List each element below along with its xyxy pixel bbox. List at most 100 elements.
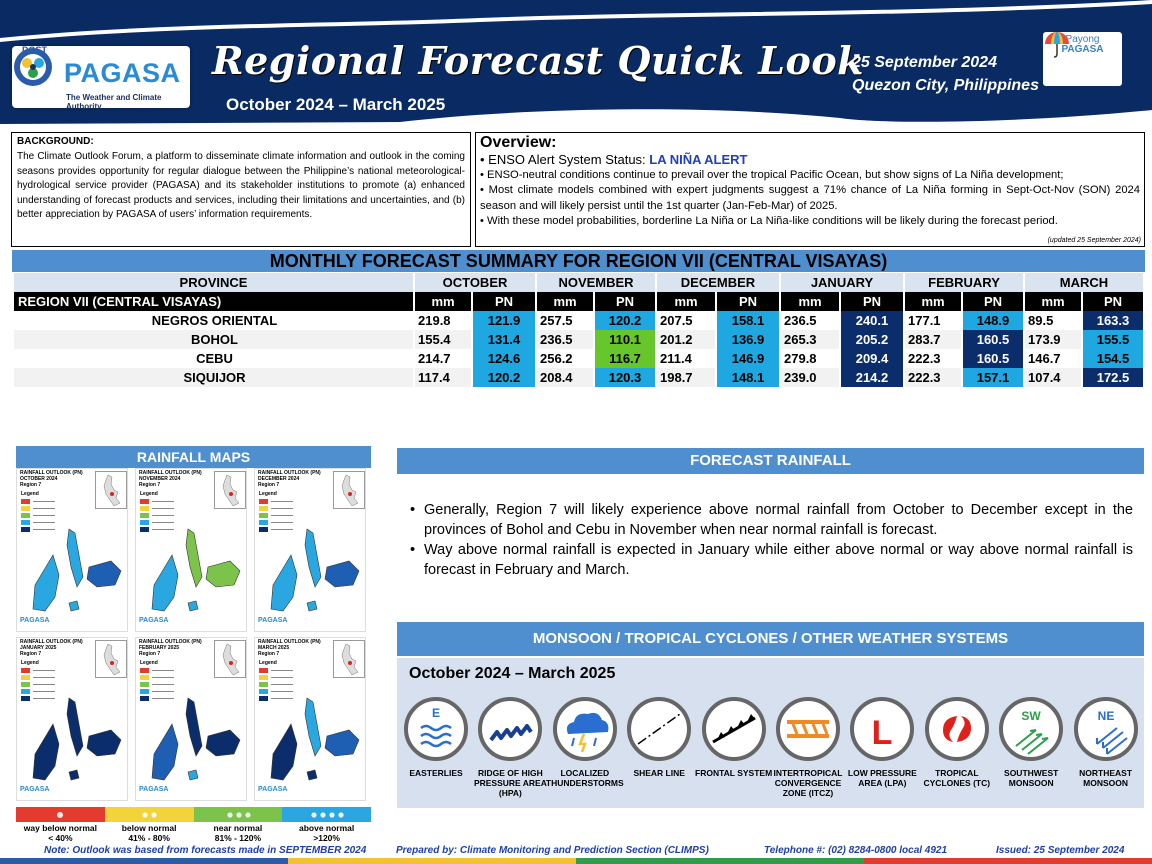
- map-legend-text-line: [271, 529, 293, 530]
- map-legend-text-line: [271, 508, 293, 509]
- rainfall-category-legend: [16, 807, 371, 822]
- weather-system-label: SHEAR LINE: [633, 768, 685, 778]
- payong-label: Payong: [1065, 34, 1100, 45]
- forecast-period: October 2024 – March 2025: [226, 95, 446, 114]
- weather-system-label: TROPICAL CYCLONES (TC): [923, 768, 991, 788]
- rainfall-category-range: < 40%: [48, 833, 73, 843]
- percent-normal-value: 154.5: [1083, 349, 1143, 368]
- map-legend-swatch: [259, 668, 268, 673]
- rainfall-map-title-line: Region 7: [20, 651, 42, 657]
- map-legend-text-line: [33, 515, 55, 516]
- frontal-system-icon: [701, 697, 766, 761]
- map-legend-swatch: [21, 527, 30, 532]
- rainfall-mm-value: 207.5: [660, 313, 693, 328]
- footer-telephone: Telephone #: (02) 8284-0800 local 4921: [764, 845, 948, 856]
- weather-system-label: INTERTROPICAL CONVERGENCE ZONE (ITCZ): [773, 768, 843, 798]
- easterlies-icon: E: [404, 697, 468, 761]
- rainfall-map-title-line: NOVEMBER 2024: [139, 476, 181, 482]
- rainfall-category-name: way below normal: [23, 823, 97, 833]
- map-legend-text-line: [271, 684, 293, 685]
- rainfall-map-panel: RAINFALL OUTLOOK (PN) OCTOBER 2024 Region …: [16, 468, 128, 632]
- forecast-bullet-text: Generally, Region 7 will likely experien…: [424, 502, 1133, 538]
- map-legend-swatch: [259, 499, 268, 504]
- map-legend-swatch: [259, 682, 268, 687]
- month-header: OCTOBER: [415, 273, 535, 292]
- footer-issued: Issued: 25 September 2024: [996, 845, 1125, 856]
- footer-prepared-by: Prepared by: Climate Monitoring and Pred…: [396, 845, 709, 856]
- map-legend-swatch: [21, 513, 30, 518]
- month-header: FEBRUARY: [905, 273, 1023, 292]
- map-legend-swatch: [21, 675, 30, 680]
- rainfall-map-title: RAINFALL OUTLOOK (PN) DECEMBER 2024 Region…: [258, 470, 328, 488]
- enso-status-label: • ENSO Alert System Status:: [480, 152, 650, 167]
- rainfall-mm-value: 173.9: [1025, 330, 1081, 349]
- weather-systems-title: MONSOON / TROPICAL CYCLONES / OTHER WEAT…: [397, 622, 1144, 656]
- province-header: PROVINCE: [14, 273, 413, 292]
- philippines-locator-map: [333, 471, 365, 509]
- map-pagasa-logo: PAGASA: [258, 617, 288, 624]
- region-7-map: [270, 697, 360, 781]
- rainfall-mm-value: 89.5: [1028, 313, 1054, 328]
- map-legend-label: Legend: [259, 660, 277, 666]
- background-title: BACKGROUND:: [17, 136, 94, 147]
- rainfall-category-swatch: [104, 807, 194, 822]
- unit-header-row: REGION VII (CENTRAL VISAYAS) mm PN mm PN mm P…: [14, 292, 1143, 311]
- percent-normal-value: 110.1: [595, 330, 655, 349]
- forecast-bullet: • Way above normal rainfall is expected i…: [410, 542, 1133, 578]
- percent-normal-value: 240.1: [841, 311, 903, 330]
- lpa-letter: L: [872, 714, 893, 752]
- tropical-cyclone-icon: [924, 697, 989, 761]
- map-legend-text-line: [152, 691, 174, 692]
- weather-system-label: RIDGE OF HIGH PRESSURE AREA (HPA): [473, 768, 547, 798]
- map-legend-swatch: [140, 506, 149, 511]
- rainfall-map-title-line: RAINFALL OUTLOOK (PN): [258, 470, 321, 476]
- map-legend-swatch: [140, 527, 149, 532]
- map-legend-swatch: [21, 668, 30, 673]
- weather-system-label: LOCALIZED THUNDERSTORMS: [545, 768, 624, 788]
- rainfall-mm-value: 208.4: [537, 368, 593, 387]
- background-text: The Climate Outlook Forum, a platform to…: [17, 151, 465, 220]
- rainfall-map-title-line: RAINFALL OUTLOOK (PN): [139, 639, 202, 645]
- rainfall-map-title-line: RAINFALL OUTLOOK (PN): [139, 470, 202, 476]
- rainfall-mm-value: 201.2: [657, 330, 715, 349]
- rainfall-mm-value: 198.7: [657, 368, 715, 387]
- footer: Note: Outlook was based from forecasts m…: [0, 842, 1152, 864]
- province-row: CEBU 214.7 124.6 256.2 116.7 211.4 146.9 279.8 2…: [14, 349, 1143, 368]
- rainfall-mm-value: 146.7: [1028, 351, 1061, 366]
- percent-normal-value: 205.2: [841, 330, 903, 349]
- map-legend-label: Legend: [21, 660, 39, 666]
- issue-date: 25 September 2024: [852, 54, 997, 71]
- forecast-rainfall-text: • Generally, Region 7 will likely experie…: [408, 500, 1133, 580]
- rainfall-maps-title: RAINFALL MAPS: [16, 446, 371, 468]
- rainfall-mm-value: 211.4: [660, 351, 692, 366]
- rainfall-mm-value: 283.7: [905, 330, 961, 349]
- rainfall-category-name: near normal: [213, 823, 263, 833]
- map-legend-text-line: [152, 522, 174, 523]
- rainfall-map-title-line: Region 7: [139, 482, 161, 488]
- rainfall-maps-grid: RAINFALL OUTLOOK (PN) OCTOBER 2024 Region …: [16, 468, 371, 804]
- shear-line-icon: [627, 697, 692, 761]
- weather-system-item: RIDGE OF HIGH PRESSURE AREA (HPA): [473, 696, 547, 804]
- map-legend-swatch: [259, 513, 268, 518]
- map-legend-swatch: [259, 689, 268, 694]
- map-legend-text-line: [152, 515, 174, 516]
- southwest-monsoon-icon: SW: [999, 697, 1064, 761]
- overview-title: Overview:: [480, 134, 557, 151]
- rainfall-mm-value: 117.4: [415, 368, 471, 387]
- rainfall-mm-value: 256.2: [540, 351, 573, 366]
- forecast-bullet-text: Way above normal rainfall is expected in…: [424, 542, 1133, 578]
- map-legend-text-line: [33, 684, 55, 685]
- weather-system-item: TROPICAL CYCLONES (TC): [920, 696, 994, 804]
- rainfall-map-panel: RAINFALL OUTLOOK (PN) FEBRUARY 2025 Region…: [135, 637, 247, 801]
- map-legend-text-line: [33, 529, 55, 530]
- rainfall-mm-value: 214.7: [418, 351, 451, 366]
- philippines-locator-map: [333, 640, 365, 678]
- region-7-map: [32, 528, 122, 612]
- rainfall-category-swatch: [16, 807, 105, 822]
- weather-system-item: E EASTERLIES: [399, 696, 473, 804]
- month-header: JANUARY: [781, 273, 903, 292]
- rainfall-category-label: near normal 81% - 120%: [194, 823, 283, 843]
- rainfall-mm-value: 177.1: [908, 313, 941, 328]
- southwest-letters: SW: [1022, 709, 1042, 723]
